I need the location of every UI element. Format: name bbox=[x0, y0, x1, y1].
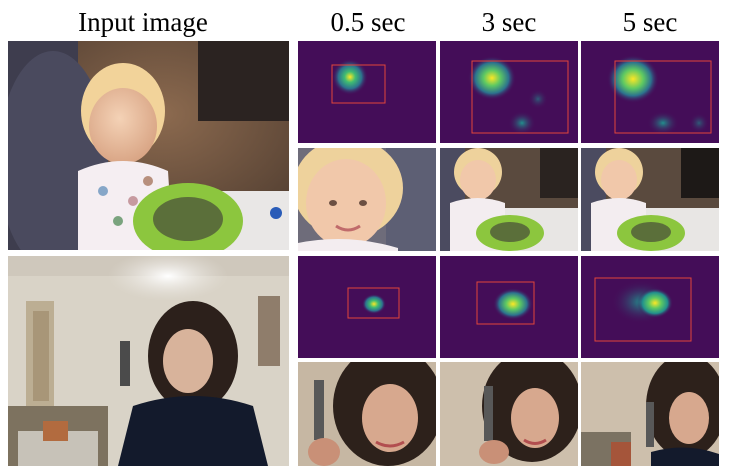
attention-box bbox=[476, 281, 535, 325]
heatmap-baby-3-sec bbox=[440, 41, 578, 143]
input-image-baby bbox=[8, 41, 289, 250]
heatmap-baby-5-sec bbox=[581, 41, 719, 143]
crop-woman-5-sec bbox=[581, 362, 719, 466]
column-header-input-image: Input image bbox=[78, 7, 208, 37]
heatmap-woman-5-sec bbox=[581, 256, 719, 358]
column-header-0-5-sec: 0.5 sec bbox=[330, 7, 406, 37]
heatmap-baby-0-5-sec bbox=[298, 41, 436, 143]
crop-baby-3-sec bbox=[440, 148, 578, 251]
column-header-5-sec: 5 sec bbox=[622, 7, 678, 37]
crop-woman-0-5-sec bbox=[298, 362, 436, 466]
attention-box bbox=[471, 60, 569, 134]
crop-baby-5-sec bbox=[581, 148, 719, 251]
heatmap-woman-0-5-sec bbox=[298, 256, 436, 358]
attention-box bbox=[331, 64, 386, 104]
attention-box bbox=[347, 287, 400, 319]
attention-box bbox=[594, 277, 692, 342]
attention-box bbox=[614, 60, 712, 134]
crop-woman-3-sec bbox=[440, 362, 578, 466]
input-image-woman bbox=[8, 256, 289, 466]
heatmap-woman-3-sec bbox=[440, 256, 578, 358]
crop-baby-0-5-sec bbox=[298, 148, 436, 251]
column-header-3-sec: 3 sec bbox=[481, 7, 537, 37]
